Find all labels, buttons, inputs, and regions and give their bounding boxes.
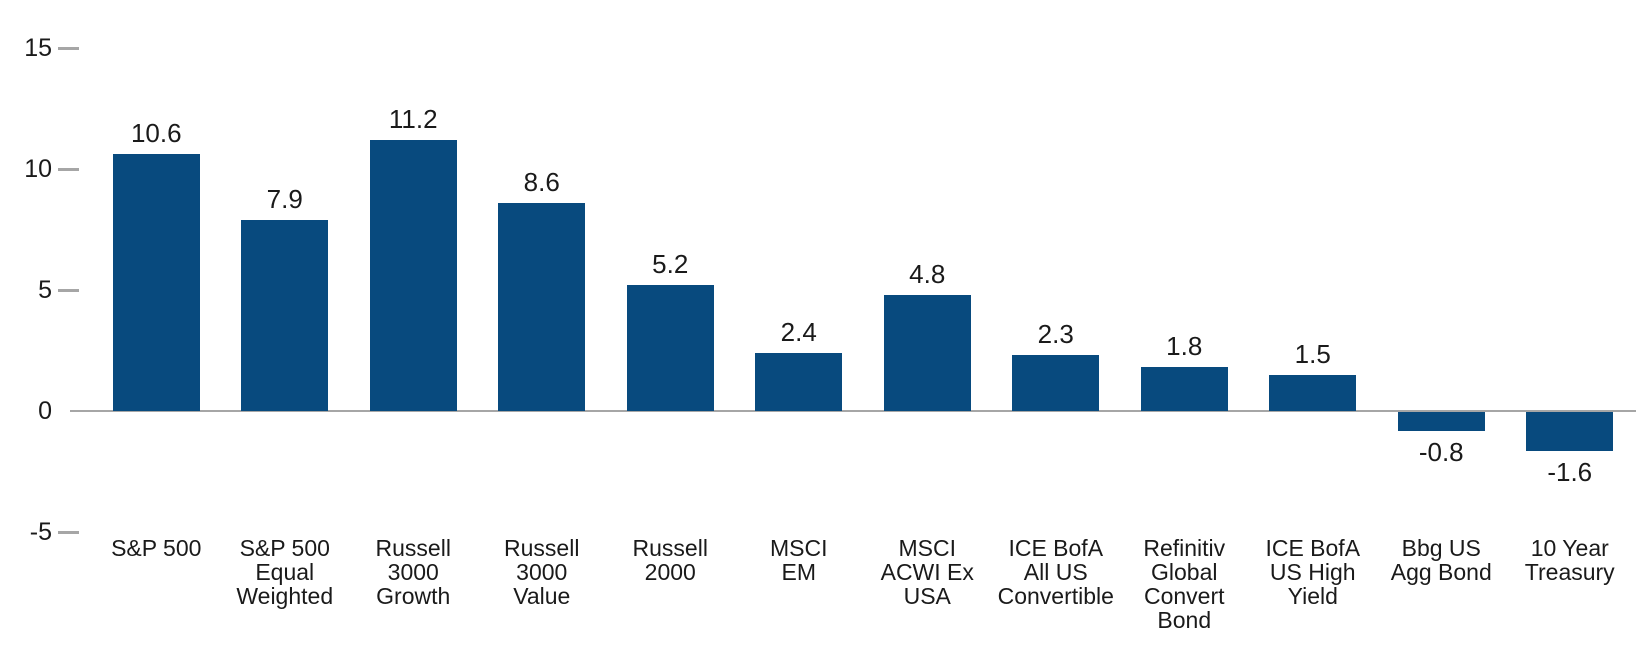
- category-label-line: US High: [1269, 559, 1356, 585]
- bar: [112, 154, 200, 411]
- category-label-line: All US: [1023, 559, 1088, 585]
- category-label: MSCI EM: [730, 536, 869, 584]
- category-label: MSCI ACWI Ex USA: [858, 536, 997, 608]
- category-label-line: Refinitiv: [1143, 535, 1226, 561]
- bar-value-label: 5.2: [652, 249, 689, 280]
- bar-value-label: 8.6: [523, 166, 560, 197]
- bar-value-label: 2.3: [1037, 319, 1074, 350]
- bar: [498, 202, 586, 411]
- category-label-line: Russell: [375, 535, 451, 561]
- category-label: ICE BofA All US Convertible: [987, 536, 1126, 608]
- category-label-line: Convert: [1143, 583, 1225, 609]
- category-label-line: MSCI: [898, 535, 957, 561]
- category-label-line: USA: [903, 583, 951, 609]
- category-label-line: Weighted: [236, 583, 334, 609]
- category-label-line: Bbg US: [1401, 535, 1481, 561]
- category-label-line: Global: [1151, 559, 1218, 585]
- y-axis-tick-mark: [58, 289, 79, 292]
- bar-value-label: 11.2: [388, 103, 438, 134]
- category-label-line: ICE BofA: [1265, 535, 1361, 561]
- y-axis-tick-label: 15: [24, 34, 52, 62]
- y-axis-tick-mark: [58, 531, 79, 534]
- category-label-line: EM: [781, 559, 817, 585]
- category-label-line: Russell: [504, 535, 580, 561]
- bar-value-label: 7.9: [266, 183, 303, 214]
- bar: [1397, 412, 1485, 432]
- category-label: Refinitiv Global Convert Bond: [1115, 536, 1254, 632]
- category-label-line: Bond: [1157, 607, 1212, 633]
- category-label-line: S&P 500: [111, 535, 202, 561]
- category-label-line: Russell: [632, 535, 708, 561]
- bar-value-label: 1.5: [1294, 338, 1331, 369]
- category-label-line: ACWI Ex: [880, 559, 974, 585]
- category-label: S&P 500 Equal Weighted: [216, 536, 355, 608]
- category-label-line: Equal: [255, 559, 315, 585]
- category-label-line: Treasury: [1524, 559, 1615, 585]
- y-axis-tick-label: 0: [38, 397, 52, 425]
- x-axis-baseline: [70, 410, 1636, 412]
- category-label: Russell 3000 Value: [473, 536, 612, 608]
- y-axis-tick-label: -5: [29, 518, 52, 546]
- category-label: Russell 3000 Growth: [344, 536, 483, 608]
- bar-value-label: 10.6: [130, 118, 182, 149]
- y-axis-tick-mark: [58, 168, 79, 171]
- bar: [241, 219, 329, 411]
- category-label-line: Agg Bond: [1390, 559, 1492, 585]
- category-label-line: ICE BofA: [1008, 535, 1104, 561]
- bar: [1012, 355, 1100, 411]
- bar: [1140, 367, 1228, 411]
- bar: [626, 285, 714, 411]
- category-label-line: 3000: [516, 559, 568, 585]
- bar-value-label: -1.6: [1547, 456, 1593, 487]
- y-axis-tick-label: 10: [24, 155, 52, 183]
- y-axis-tick-label: 5: [38, 276, 52, 304]
- category-label: Russell 2000: [601, 536, 740, 584]
- category-label-line: MSCI: [770, 535, 828, 561]
- category-label-line: Convertible: [997, 583, 1114, 609]
- bar-value-label: 2.4: [780, 316, 817, 347]
- category-label: ICE BofA US High Yield: [1244, 536, 1383, 608]
- category-label: Bbg US Agg Bond: [1372, 536, 1511, 584]
- category-label-line: Yield: [1287, 583, 1338, 609]
- bar: [1269, 374, 1357, 411]
- category-label-line: Growth: [376, 583, 451, 609]
- bar: [883, 294, 971, 411]
- bar-value-label: -0.8: [1418, 437, 1464, 468]
- category-label-line: 10 Year: [1530, 535, 1609, 561]
- category-label: 10 Year Treasury: [1501, 536, 1640, 584]
- category-label-line: Value: [513, 583, 571, 609]
- bar: [755, 352, 843, 411]
- category-label-line: S&P 500: [239, 535, 330, 561]
- bar-value-label: 4.8: [909, 258, 946, 289]
- bar-value-label: 1.8: [1166, 331, 1203, 362]
- y-axis-tick-mark: [58, 47, 79, 50]
- category-label: S&P 500: [87, 536, 226, 560]
- bar: [369, 139, 457, 411]
- bar: [1526, 412, 1614, 451]
- category-label-line: 3000: [387, 559, 439, 585]
- category-label-line: 2000: [644, 559, 696, 585]
